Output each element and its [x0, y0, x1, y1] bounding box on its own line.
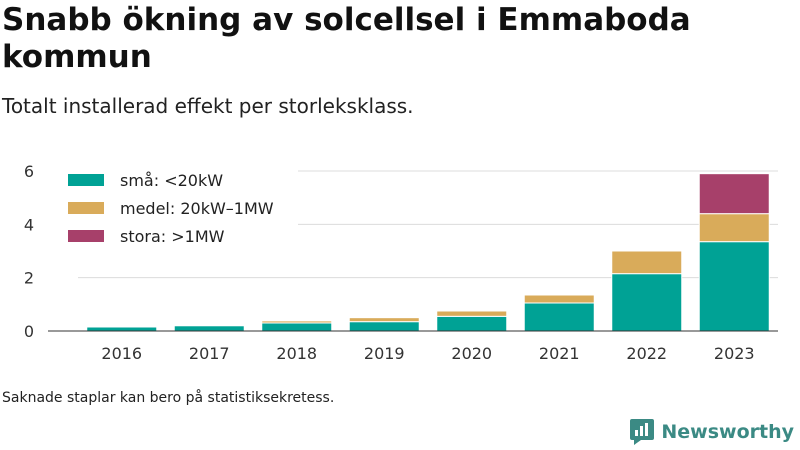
- chart-subtitle: Totalt installerad effekt per storlekskl…: [2, 94, 414, 118]
- y-tick-label: 4: [24, 215, 34, 234]
- bar-segment: [436, 315, 508, 332]
- legend-label: stora: >1MW: [120, 227, 225, 246]
- bar-segment: [698, 213, 770, 243]
- bar-segment: [86, 326, 158, 332]
- x-tick-label: 2019: [364, 344, 405, 363]
- bar-segment: [611, 250, 683, 275]
- x-tick-label: 2022: [626, 344, 667, 363]
- x-tick-label: 2016: [101, 344, 142, 363]
- legend-swatch: [68, 202, 104, 214]
- bar-segment: [698, 241, 770, 332]
- x-tick-label: 2020: [451, 344, 492, 363]
- bar-segment: [261, 320, 333, 324]
- legend-label: medel: 20kW–1MW: [120, 199, 274, 218]
- y-tick-label: 6: [24, 162, 34, 181]
- bar-segment: [173, 325, 245, 332]
- y-tick-label: 0: [24, 322, 34, 341]
- x-tick-label: 2021: [539, 344, 580, 363]
- x-tick-label: 2017: [189, 344, 230, 363]
- bar-segment: [523, 302, 595, 332]
- bar-segment: [261, 322, 333, 332]
- bar-segment: [173, 324, 245, 327]
- brand-name: Newsworthy: [661, 421, 794, 443]
- bar-segment: [436, 310, 508, 317]
- footnote: Saknade staplar kan bero på statistiksek…: [2, 390, 335, 406]
- newsworthy-logo: Newsworthy: [629, 418, 794, 446]
- bar-segment: [86, 325, 158, 328]
- y-tick-label: 2: [24, 269, 34, 288]
- stacked-bar-chart: 0 2 4 6 2016 2017 2018 2019 2020 2021 2022 2023 små:…: [24, 162, 778, 363]
- x-tick-label: 2023: [714, 344, 755, 363]
- legend-label: små: <20kW: [120, 171, 223, 190]
- bar-segment: [698, 173, 770, 215]
- chart-title: Snabb ökning av solcellsel i Emmaboda ko…: [2, 2, 691, 75]
- newsworthy-icon: [630, 419, 655, 445]
- bar-segment: [348, 317, 420, 323]
- legend-swatch: [68, 174, 104, 186]
- bar-segment: [523, 294, 595, 304]
- bar-segment: [348, 321, 420, 332]
- x-tick-label: 2018: [276, 344, 317, 363]
- legend-swatch: [68, 230, 104, 242]
- bar-segment: [611, 273, 683, 332]
